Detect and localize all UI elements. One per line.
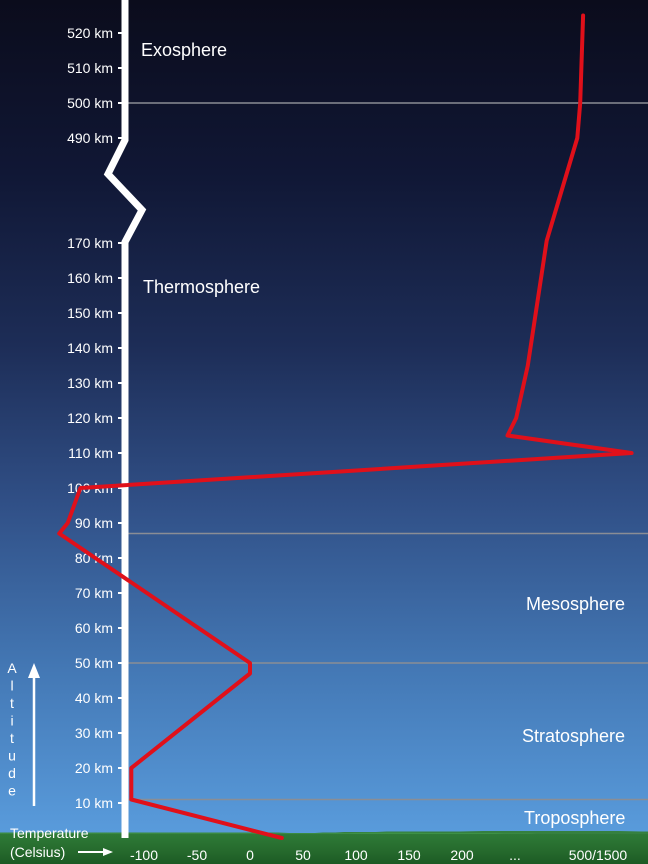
y-tick-label: 510 km <box>67 60 113 76</box>
y-tick-label: 160 km <box>67 270 113 286</box>
ylabel-letter: e <box>8 783 16 799</box>
layer-label-mesosphere: Mesosphere <box>526 594 625 614</box>
y-tick-label: 90 km <box>75 515 113 531</box>
x-ticks: -100 -50 0 50 100 150 200... 500/1500 <box>130 847 627 863</box>
altitude-arrow-head-icon <box>28 663 40 678</box>
y-tick-label: 110 km <box>68 445 113 461</box>
x-tick-label: -100 <box>130 847 158 863</box>
ylabel-letter: i <box>10 713 13 729</box>
x-tick-label: 150 <box>397 847 421 863</box>
temperature-curve <box>57 13 634 840</box>
x-tick-label: 0 <box>246 847 254 863</box>
ylabel-letter: A <box>7 660 17 676</box>
y-tick-label: 170 km <box>67 235 113 251</box>
ylabel-letter: t <box>10 695 14 711</box>
ylabel-letter: d <box>8 765 16 781</box>
y-tick-label: 490 km <box>67 130 113 146</box>
xlabel-line-2: (Celsius) <box>10 844 65 860</box>
layer-boundaries <box>125 102 648 801</box>
y-tick-label: 50 km <box>75 655 113 671</box>
layer-label-thermosphere: Thermosphere <box>143 277 260 297</box>
x-tick-label: 200 <box>450 847 474 863</box>
xlabel-line-1: Temperature <box>10 825 89 841</box>
y-tick-label: 120 km <box>67 410 113 426</box>
y-tick-label: 140 km <box>67 340 113 356</box>
temperature-arrow-head-icon <box>103 848 113 856</box>
x-tick-label: 100 <box>344 847 368 863</box>
y-tick-label: 60 km <box>75 620 113 636</box>
x-tick-label: 500/1500 <box>569 847 628 863</box>
ylabel-letter: l <box>10 678 13 694</box>
layer-label-stratosphere: Stratosphere <box>522 726 625 746</box>
temperature-label: Temperature (Celsius) <box>10 825 113 860</box>
y-tick-label: 10 km <box>75 795 113 811</box>
y-tick-label: 20 km <box>75 760 113 776</box>
ylabel-letter: t <box>10 730 14 746</box>
y-tick-label: 150 km <box>67 305 113 321</box>
y-tick-label: 130 km <box>67 375 113 391</box>
layer-label-exosphere: Exosphere <box>141 40 227 60</box>
x-tick-label: ... <box>509 847 521 863</box>
y-tick-label: 70 km <box>75 585 113 601</box>
y-tick-label: 30 km <box>75 725 113 741</box>
ground-grass <box>0 834 648 864</box>
x-tick-label: 50 <box>295 847 311 863</box>
altitude-axis-line <box>103 0 147 838</box>
y-tick-label: 500 km <box>67 95 113 111</box>
altitude-axis <box>103 0 147 838</box>
y-tick-label: 520 km <box>67 25 113 41</box>
y-tick-label: 40 km <box>75 690 113 706</box>
x-tick-label: -50 <box>187 847 207 863</box>
layer-label-troposphere: Troposphere <box>524 808 625 828</box>
ylabel-letter: u <box>8 748 16 764</box>
